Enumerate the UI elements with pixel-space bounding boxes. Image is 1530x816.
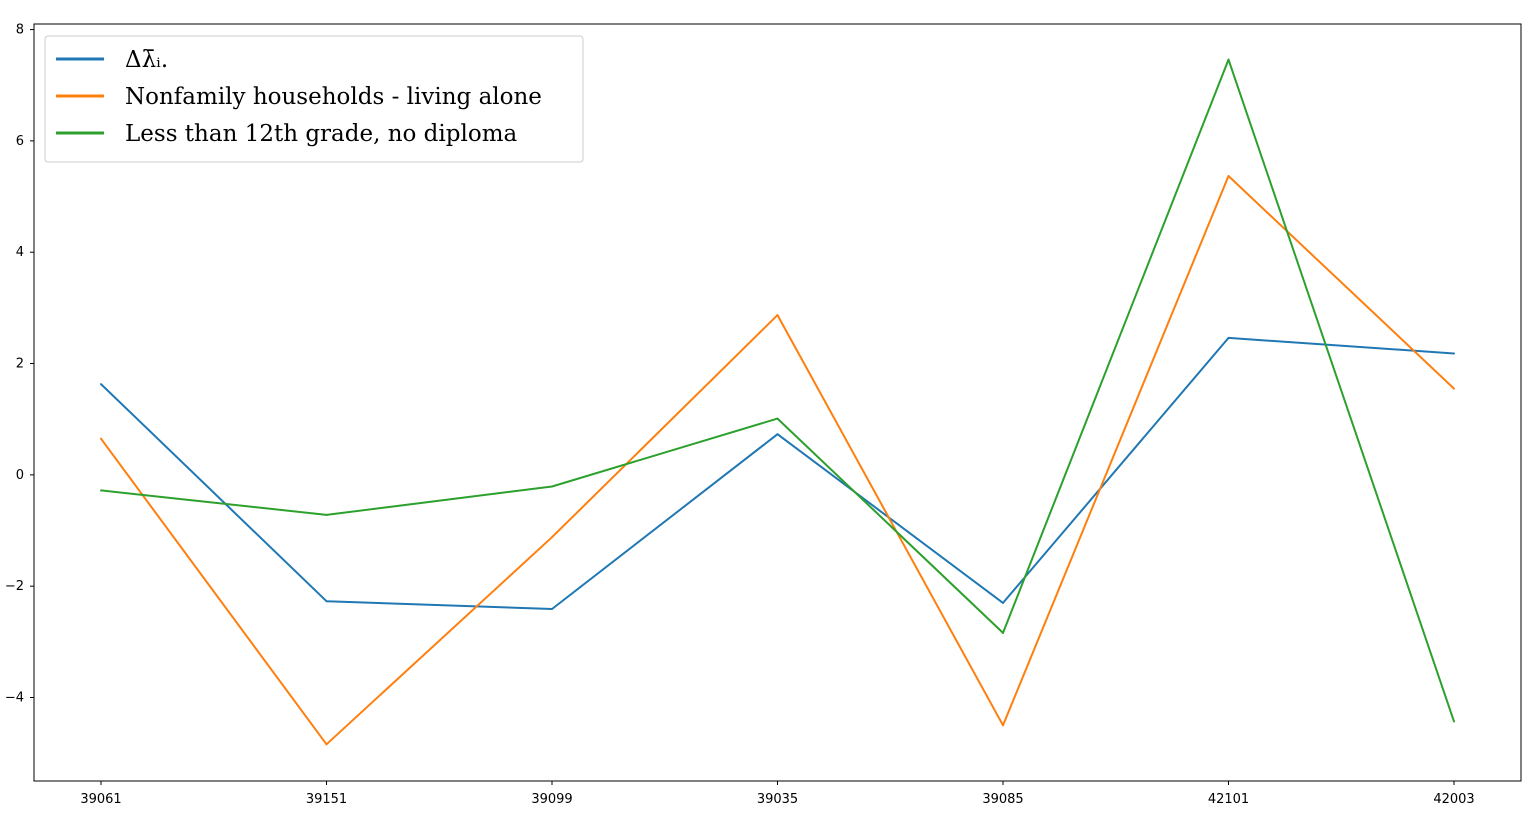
legend: Δλ̄ᵢ. Nonfamily households - living alone…	[44, 35, 584, 163]
data-point	[100, 489, 102, 492]
y-tick-label: −2	[5, 579, 24, 594]
y-tick-label: 2	[16, 357, 24, 372]
data-point	[1453, 720, 1455, 723]
y-axis: 8 6 4 2 0 −2 −4	[5, 23, 34, 706]
y-tick-label: 8	[16, 23, 24, 38]
legend-label: Less than 12th grade, no diploma	[125, 121, 518, 147]
legend-label: Δλ̄ᵢ.	[125, 47, 168, 73]
data-point	[776, 314, 779, 317]
data-point	[1453, 387, 1455, 390]
data-point	[1002, 601, 1004, 604]
x-tick-label: 39061	[80, 792, 121, 807]
x-axis: 39061 39151 39099 39035 39085 42101 42003	[80, 781, 1475, 807]
legend-frame	[44, 35, 584, 163]
data-point	[325, 600, 328, 603]
series-lines	[100, 58, 1455, 746]
y-tick-label: 0	[16, 468, 24, 483]
data-point	[1227, 336, 1230, 339]
y-tick-label: −4	[5, 691, 24, 706]
data-point	[1227, 174, 1230, 177]
data-point	[1002, 724, 1004, 727]
data-point	[100, 383, 102, 386]
y-tick-label: 4	[16, 245, 24, 260]
legend-label: Nonfamily households - living alone	[125, 84, 542, 110]
data-point	[1227, 58, 1230, 61]
x-tick-label: 39085	[982, 792, 1023, 807]
x-tick-label: 39035	[757, 792, 798, 807]
data-point	[551, 536, 553, 539]
data-point	[1453, 352, 1455, 355]
x-tick-label: 42003	[1433, 792, 1474, 807]
y-tick-label: 6	[16, 134, 24, 149]
data-point	[776, 433, 779, 436]
x-tick-label: 39151	[306, 792, 347, 807]
data-point	[776, 417, 779, 420]
data-point	[325, 743, 328, 746]
x-tick-label: 42101	[1208, 792, 1249, 807]
data-point	[325, 513, 328, 516]
data-point	[551, 485, 553, 488]
data-point	[551, 608, 553, 611]
data-point	[1002, 631, 1004, 634]
x-tick-label: 39099	[531, 792, 572, 807]
data-point	[100, 437, 102, 440]
